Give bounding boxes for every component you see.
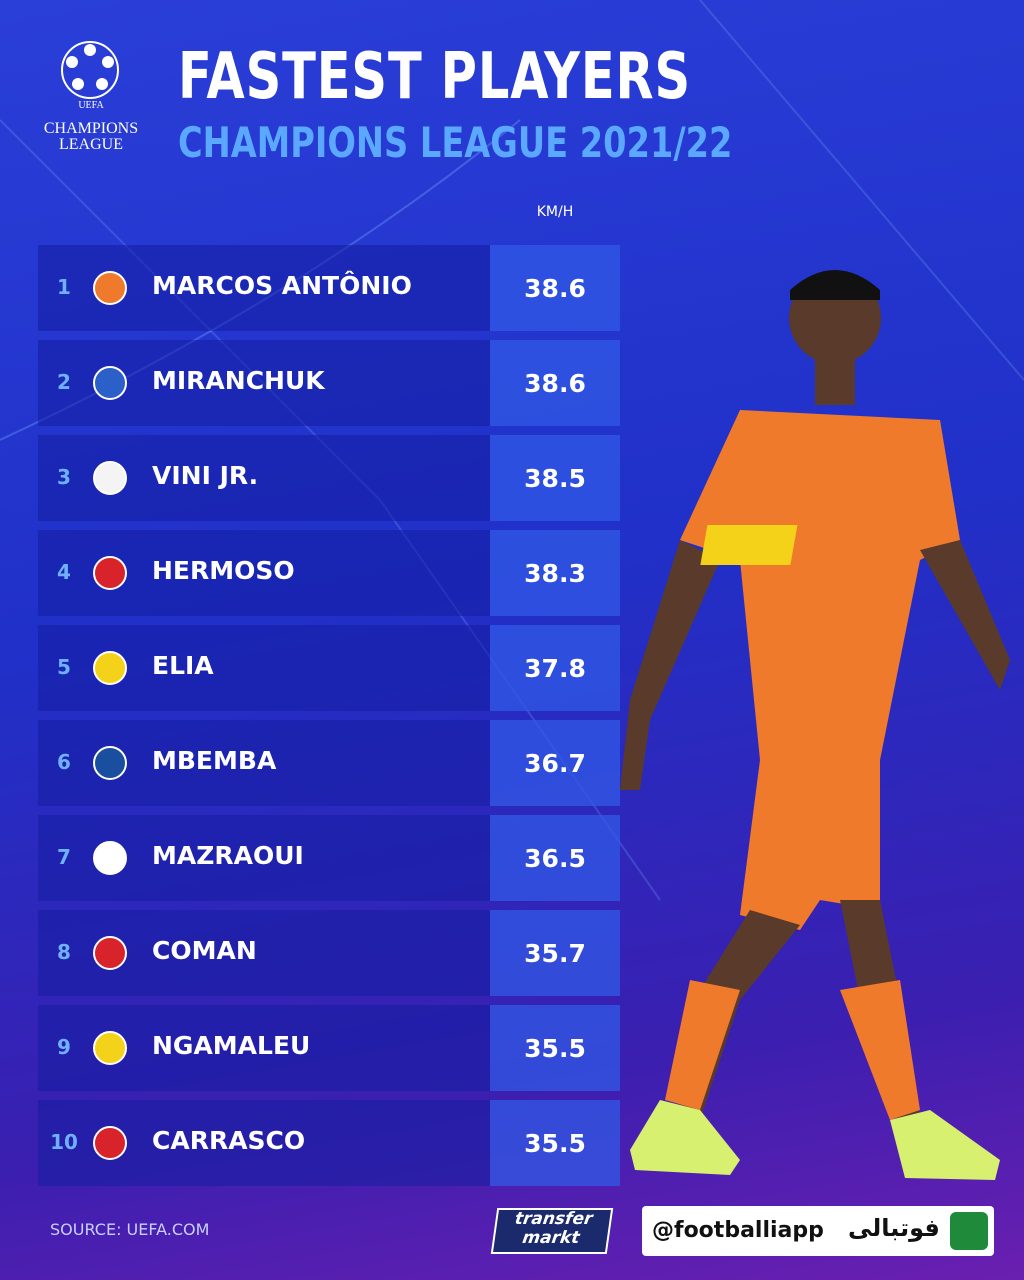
speed: 36.5 [490, 815, 620, 901]
player-name: CARRASCO [152, 1126, 306, 1155]
rank: 5 [57, 655, 71, 679]
rank: 6 [57, 750, 71, 774]
speed: 38.6 [490, 340, 620, 426]
speed: 38.6 [490, 245, 620, 331]
club-badge [93, 461, 127, 495]
club-badge [93, 271, 127, 305]
title: FASTEST PLAYERS [178, 40, 692, 114]
player-figure [620, 270, 1010, 1180]
player-name: MBEMBA [152, 746, 277, 775]
club-badge [93, 841, 127, 875]
player-name: NGAMALEU [152, 1031, 311, 1060]
player-name: COMAN [152, 936, 257, 965]
handle: @footballiapp [652, 1218, 824, 1243]
player-name: MARCOS ANTÔNIO [152, 271, 412, 300]
speed: 35.7 [490, 910, 620, 996]
rank: 2 [57, 370, 71, 394]
source: SOURCE: UEFA.COM [50, 1220, 210, 1239]
rank: 1 [57, 275, 71, 299]
player-name: ELIA [152, 651, 214, 680]
unit-label: KM/H [536, 204, 574, 220]
club-badge [93, 556, 127, 590]
player-name: MAZRAOUI [152, 841, 304, 870]
club-badge [93, 936, 127, 970]
player-name: MIRANCHUK [152, 366, 325, 395]
rank: 8 [57, 940, 71, 964]
speed: 37.8 [490, 625, 620, 711]
subtitle: CHAMPIONS LEAGUE 2021/22 [178, 118, 733, 167]
club-badge [93, 651, 127, 685]
rank: 7 [57, 845, 71, 869]
speed: 36.7 [490, 720, 620, 806]
speed: 35.5 [490, 1005, 620, 1091]
brand-text: markt [521, 1228, 581, 1248]
speed: 38.3 [490, 530, 620, 616]
club-badge [93, 366, 127, 400]
speed: 35.5 [490, 1100, 620, 1186]
speed: 38.5 [490, 435, 620, 521]
rank: 10 [50, 1130, 78, 1154]
club-badge [93, 1126, 127, 1160]
brand-logo: transfer markt [490, 1208, 614, 1254]
logo-text: CHAMPIONS [43, 120, 139, 137]
app-name: فوتبالی [848, 1214, 940, 1242]
handle-box [642, 1206, 994, 1256]
club-badge [93, 746, 127, 780]
player-name: VINI JR. [152, 461, 259, 490]
club-badge [93, 1031, 127, 1065]
brand-text: transfer [513, 1209, 594, 1229]
logo-text: UEFA [78, 100, 104, 111]
logo-text: LEAGUE [59, 136, 123, 153]
rank: 3 [57, 465, 71, 489]
rank: 9 [57, 1035, 71, 1059]
app-icon [950, 1212, 988, 1250]
rank: 4 [57, 560, 71, 584]
player-name: HERMOSO [152, 556, 295, 585]
